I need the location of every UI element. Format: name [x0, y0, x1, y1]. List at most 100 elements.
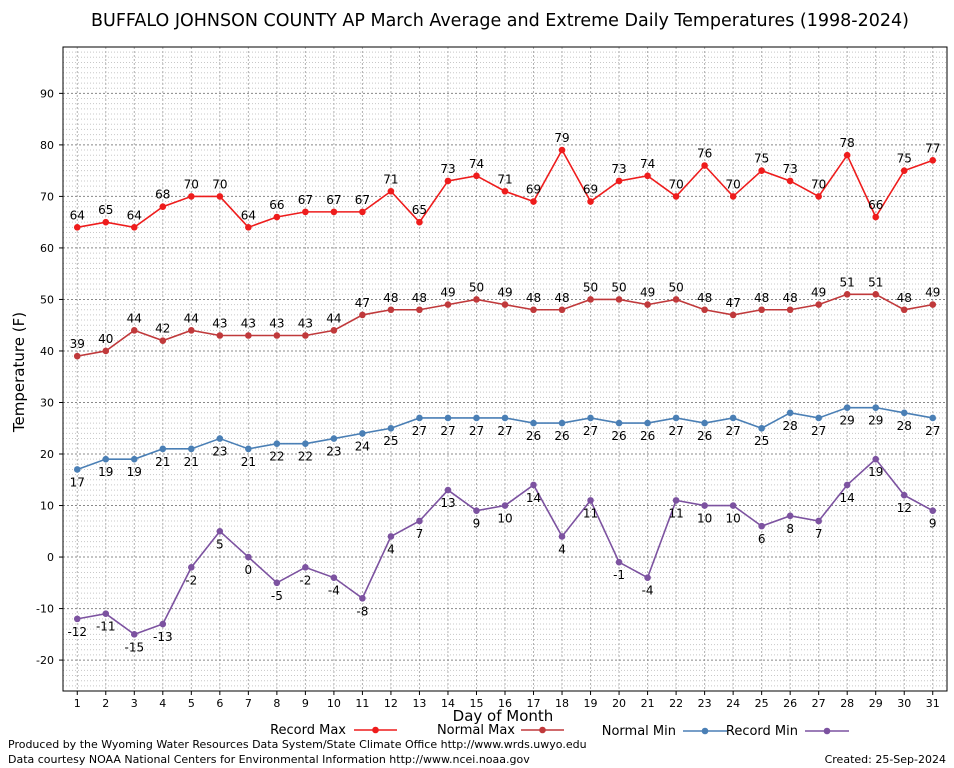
- data-label: 69: [583, 183, 598, 197]
- series-normal-max: 39 40 44 42 44 43 43 43 43 44 47 48 48 49 50 49 48 48 50 50…: [70, 275, 940, 360]
- data-label: 70: [725, 177, 740, 191]
- x-tick-label: 2: [102, 697, 109, 710]
- data-point: [473, 172, 480, 180]
- y-tick-label: -20: [36, 654, 54, 667]
- data-label: 6: [758, 532, 766, 546]
- data-label: 43: [212, 317, 227, 331]
- series-normal-min: 17 19 19 21 21 23 21 22 22 23 24 25 27 27 27 27 26 26 27 26…: [70, 404, 940, 489]
- data-point: [501, 502, 509, 509]
- x-tick-label: 23: [698, 697, 712, 710]
- data-label: -13: [153, 630, 173, 644]
- data-label: 66: [868, 198, 883, 212]
- data-label: 27: [497, 424, 512, 438]
- data-label: -11: [96, 620, 116, 634]
- data-point: [815, 517, 822, 525]
- data-label: -2: [299, 573, 311, 587]
- data-label: 76: [697, 146, 712, 160]
- data-label: 71: [497, 172, 512, 186]
- x-tick-label: 10: [327, 697, 341, 710]
- data-label: 49: [440, 286, 455, 300]
- grid: [63, 46, 947, 692]
- data-point: [245, 445, 252, 453]
- data-point: [587, 414, 594, 422]
- x-tick-label: 16: [498, 697, 512, 710]
- data-label: 28: [783, 419, 798, 433]
- x-tick-label: 15: [469, 697, 483, 710]
- x-tick-label: 1: [74, 697, 81, 710]
- data-label: 77: [925, 141, 940, 155]
- footer-created: Created: 25-Sep-2024: [825, 753, 946, 766]
- data-point: [530, 419, 537, 427]
- data-point: [444, 414, 452, 422]
- data-point: [473, 296, 480, 303]
- data-point: [416, 306, 423, 314]
- data-point: [273, 440, 281, 448]
- data-point: [587, 497, 594, 504]
- data-point: [644, 419, 651, 427]
- data-point: [102, 347, 110, 355]
- data-label: 7: [815, 527, 823, 541]
- data-point: [330, 327, 338, 334]
- y-tick-label: 20: [40, 448, 54, 461]
- data-point: [843, 290, 851, 298]
- data-point: [615, 296, 623, 303]
- data-point: [444, 486, 452, 494]
- legend-swatch-marker: [539, 726, 546, 734]
- data-label: 74: [640, 157, 655, 171]
- data-label: 50: [611, 280, 626, 294]
- data-point: [701, 419, 708, 427]
- data-point: [102, 610, 110, 618]
- data-point: [672, 296, 680, 303]
- data-label: 14: [840, 491, 855, 505]
- data-point: [387, 533, 395, 540]
- x-tick-label: 17: [527, 697, 541, 710]
- data-label: 19: [98, 465, 113, 479]
- data-point: [786, 306, 794, 314]
- data-point: [330, 574, 338, 581]
- legend-label: Record Max: [270, 723, 346, 738]
- data-label: 48: [554, 291, 569, 305]
- data-point: [530, 198, 537, 205]
- data-label: 25: [754, 434, 769, 448]
- data-label: 66: [269, 198, 284, 212]
- data-label: 51: [840, 275, 855, 289]
- data-label: 70: [811, 177, 826, 191]
- data-label: 27: [412, 424, 427, 438]
- data-label: 24: [355, 439, 370, 453]
- data-label: 43: [241, 317, 256, 331]
- x-tick-label: 4: [159, 697, 166, 710]
- data-point: [558, 146, 566, 154]
- data-label: 29: [840, 414, 855, 428]
- data-label: -8: [356, 604, 368, 618]
- x-tick-label: 9: [302, 697, 309, 710]
- data-label: 64: [127, 208, 142, 222]
- data-label: -12: [67, 625, 87, 639]
- series-record-max: 64 65 64 68 70 70 64 66 67 67 67 71 65 73 74 71 69 79 69 73…: [70, 131, 940, 231]
- data-point: [302, 564, 309, 571]
- data-point: [644, 172, 651, 180]
- data-point: [929, 507, 937, 514]
- data-label: 69: [526, 183, 541, 197]
- y-axis-label: Temperature (F): [10, 312, 28, 433]
- data-label: 7: [416, 527, 424, 541]
- data-point: [188, 445, 195, 453]
- data-label: 48: [412, 291, 427, 305]
- y-tick-label: 0: [47, 551, 54, 564]
- data-point: [387, 424, 395, 432]
- data-point: [900, 409, 908, 417]
- data-label: 10: [697, 512, 712, 526]
- data-point: [729, 311, 737, 319]
- x-tick-label: 20: [612, 697, 626, 710]
- data-label: 17: [70, 475, 85, 489]
- data-label: 27: [811, 424, 826, 438]
- data-label: 67: [298, 193, 313, 207]
- legend-swatch-marker: [372, 726, 379, 734]
- y-tick-label: 50: [40, 293, 54, 306]
- data-point: [672, 497, 680, 504]
- data-point: [473, 507, 480, 514]
- y-tick-label: 30: [40, 396, 54, 409]
- data-label: 8: [786, 522, 794, 536]
- data-point: [843, 481, 851, 489]
